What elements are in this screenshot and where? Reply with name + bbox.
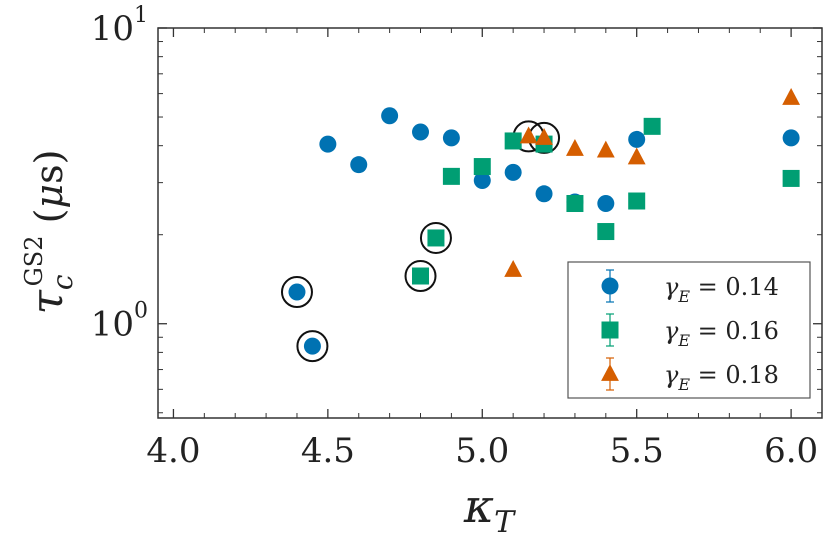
legend-marker-square (601, 321, 619, 339)
data-point-square (412, 267, 430, 285)
data-point-square (473, 158, 491, 176)
legend-label: γE = 0.16 (664, 317, 779, 350)
data-point-circle (782, 129, 800, 147)
data-point-circle (350, 156, 368, 174)
x-tick-label: 6.0 (764, 431, 818, 471)
x-axis: 4.0 4.5 5.0 5.5 6.0 (146, 28, 818, 471)
data-point-triangle (535, 127, 553, 145)
data-point-circle (412, 123, 430, 141)
data-point-triangle (519, 126, 538, 144)
legend-marker-circle (601, 277, 619, 295)
highlight-circle (419, 221, 452, 254)
data-point-circle (381, 107, 399, 125)
y-tick-label: 101 (91, 3, 148, 49)
highlight-circle (296, 330, 329, 363)
data-point-square (427, 229, 445, 247)
data-point-circle (535, 185, 553, 203)
data-point-square (566, 195, 584, 213)
data-point-square (442, 167, 460, 185)
legend: γE = 0.14 γE = 0.16 γE = 0.18 (567, 261, 811, 399)
svg-text:τcGS2 (μs): τcGS2 (μs) (20, 150, 79, 315)
data-point-square (504, 132, 522, 150)
plot-area (157, 27, 823, 419)
data-point-triangle (596, 140, 615, 158)
x-tick-label: 4.0 (146, 431, 200, 471)
x-axis-label: κT (463, 479, 516, 536)
highlight-circles (280, 120, 561, 363)
data-point-triangle (782, 88, 801, 105)
data-point-triangle (566, 139, 584, 156)
highlight-circle (280, 276, 313, 309)
data-point-circle (442, 129, 460, 147)
data-markers (288, 88, 801, 355)
x-tick-label: 5.5 (610, 431, 664, 471)
data-point-circle (628, 130, 646, 148)
x-tick-label: 4.5 (301, 431, 355, 471)
data-point-triangle (627, 147, 646, 165)
data-point-circle (504, 163, 522, 181)
data-point-square (782, 169, 800, 187)
legend-label: γE = 0.18 (664, 361, 779, 394)
data-point-square (597, 223, 615, 241)
data-point-circle (597, 195, 615, 213)
data-point-square (643, 117, 661, 135)
highlight-circle (404, 260, 437, 293)
data-point-square (628, 192, 646, 210)
plot-frame (157, 27, 823, 419)
x-tick-label: 5.0 (455, 431, 509, 471)
y-tick-label: 100 (91, 299, 148, 345)
legend-label: γE = 0.14 (664, 273, 779, 306)
data-point-circle (288, 283, 306, 301)
data-point-triangle (504, 260, 523, 277)
legend-marker-triangle (601, 364, 619, 381)
data-point-circle (473, 172, 491, 190)
y-axis-label: τcGS2 (μs) (20, 150, 79, 315)
data-point-circle (303, 337, 321, 355)
data-point-circle (319, 135, 337, 153)
y-axis: 100 101 (91, 3, 822, 414)
